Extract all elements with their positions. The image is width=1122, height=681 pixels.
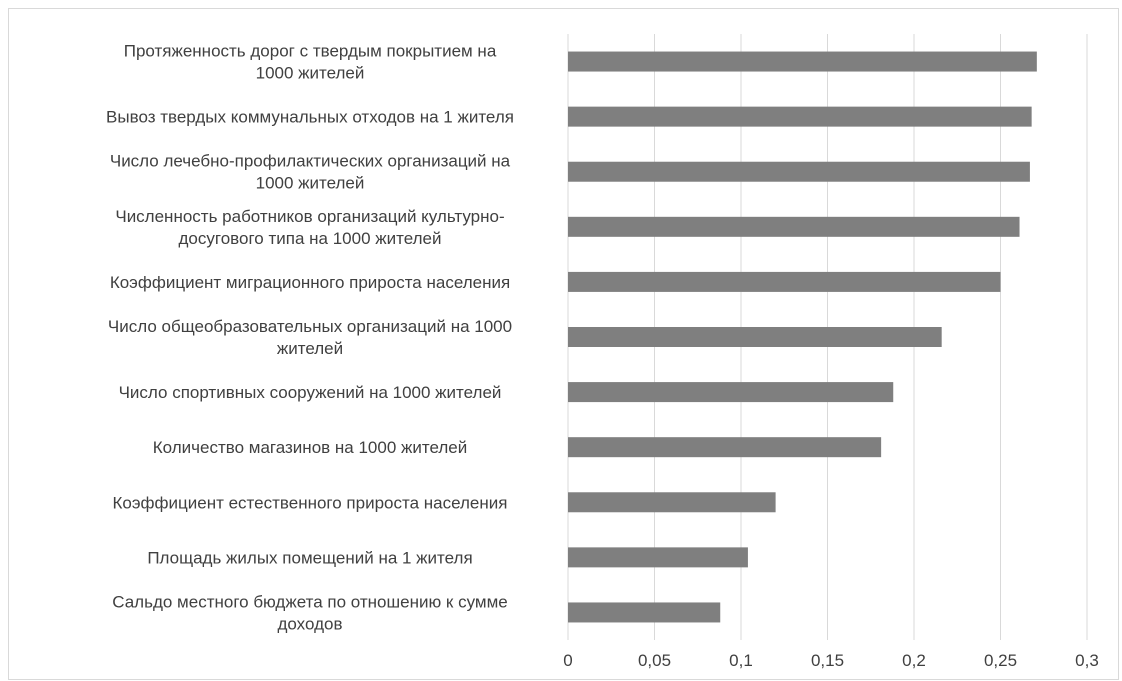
x-tick-label: 0 <box>563 651 572 670</box>
bar <box>568 602 721 623</box>
category-label: Коэффициент естественного прироста насел… <box>113 493 508 512</box>
category-label-line: Число лечебно-профилактических организац… <box>110 152 511 171</box>
category-label-line: Число общеобразовательных организаций на… <box>108 317 512 336</box>
category-label-line: Площадь жилых помещений на 1 жителя <box>147 548 472 567</box>
category-label: Вывоз твердых коммунальных отходов на 1 … <box>106 108 514 127</box>
category-label-line: Численность работников организаций культ… <box>115 207 504 226</box>
category-label: Число спортивных сооружений на 1000 жите… <box>119 383 502 402</box>
bar <box>568 161 1030 182</box>
x-tick-label: 0,05 <box>638 651 671 670</box>
bar <box>568 382 894 403</box>
category-label-line: 1000 жителей <box>256 174 365 193</box>
bar <box>568 327 942 347</box>
bar <box>568 437 882 458</box>
bar <box>568 492 776 513</box>
bars <box>568 51 1037 623</box>
x-tick-label: 0,2 <box>902 651 926 670</box>
x-tick-label: 0,1 <box>729 651 753 670</box>
bar <box>568 547 748 568</box>
category-label: Число общеобразовательных организаций на… <box>108 317 512 358</box>
x-tick-label: 0,3 <box>1075 651 1099 670</box>
category-label: Численность работников организаций культ… <box>115 207 504 248</box>
category-label-line: 1000 жителей <box>256 64 365 83</box>
category-label-line: Сальдо местного бюджета по отношению к с… <box>112 592 507 611</box>
category-label: Число лечебно-профилактических организац… <box>110 152 511 193</box>
x-tick-label: 0,25 <box>984 651 1017 670</box>
category-label: Коэффициент миграционного прироста насел… <box>110 273 510 292</box>
category-label-line: Коэффициент миграционного прироста насел… <box>110 273 510 292</box>
category-label-line: досугового типа на 1000 жителей <box>179 229 442 248</box>
bar <box>568 271 1001 292</box>
category-label-line: Вывоз твердых коммунальных отходов на 1 … <box>106 108 514 127</box>
category-label-line: жителей <box>277 339 343 358</box>
category-labels: Протяженность дорог с твердым покрытием … <box>106 42 514 634</box>
category-label-line: Количество магазинов на 1000 жителей <box>153 438 467 457</box>
category-label-line: Протяженность дорог с твердым покрытием … <box>124 42 497 61</box>
bar <box>568 51 1037 72</box>
category-label: Площадь жилых помещений на 1 жителя <box>147 548 472 567</box>
category-label-line: Число спортивных сооружений на 1000 жите… <box>119 383 502 402</box>
category-label: Сальдо местного бюджета по отношению к с… <box>112 592 507 633</box>
x-tick-label: 0,15 <box>811 651 844 670</box>
category-label-line: доходов <box>278 614 343 633</box>
bar <box>568 216 1020 237</box>
category-label-line: Коэффициент естественного прироста насел… <box>113 493 508 512</box>
bar <box>568 106 1032 127</box>
category-label: Протяженность дорог с твердым покрытием … <box>124 42 497 83</box>
category-label: Количество магазинов на 1000 жителей <box>153 438 467 457</box>
x-axis-ticks: 0 0,05 0,1 0,15 0,2 0,25 0,3 <box>563 651 1099 670</box>
